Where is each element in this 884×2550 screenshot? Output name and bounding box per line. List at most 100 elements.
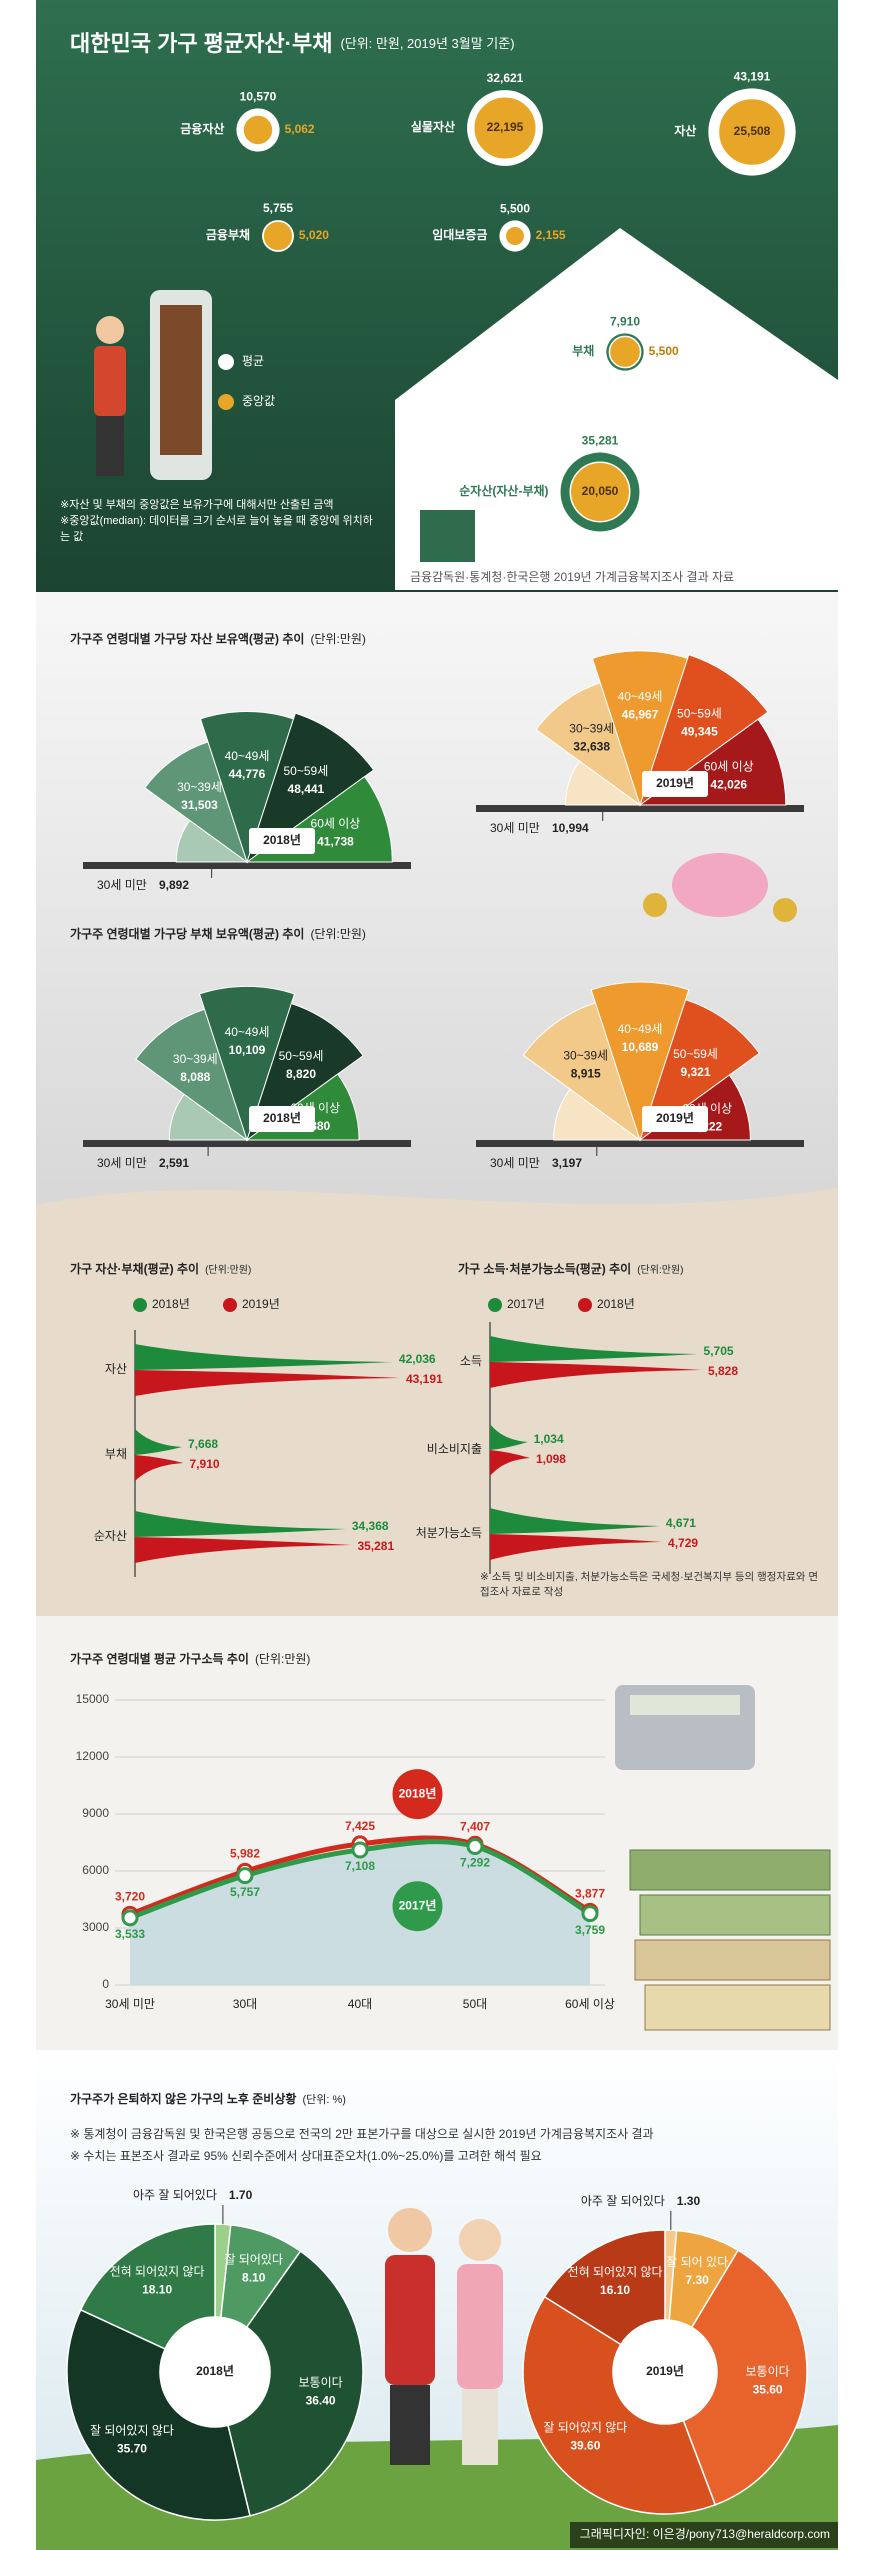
median-circle — [242, 114, 274, 146]
spike — [490, 1450, 530, 1476]
category-label: 30~39세 — [177, 780, 222, 794]
money-illustration — [639, 1894, 831, 1936]
note: ※중앙값(median): 데이터를 크기 순서로 늘어 놓을 때 중앙에 위치… — [60, 514, 373, 543]
note: ※ 수치는 표본조사 결과로 95% 신뢰수준에서 상대표준오차(1.0%~25… — [70, 2149, 542, 2163]
legend-label: 2018년 — [152, 1297, 190, 1311]
x-tick-label: 60세 이상 — [565, 1997, 615, 2011]
value-label: 3,759 — [575, 1923, 605, 1937]
category-label: 30세 미만 — [97, 1156, 147, 1170]
value-label: 32,638 — [573, 740, 610, 754]
spike — [490, 1362, 702, 1388]
value-label: 1.70 — [229, 2188, 253, 2202]
category-label: 50~59세 — [279, 1049, 324, 1063]
median-circle — [608, 335, 642, 369]
rose-wedge — [522, 1002, 641, 1142]
item-label: 자산 — [674, 123, 696, 138]
value-label: 2,591 — [159, 1156, 189, 1170]
note: ※ 통계청이 금융감독원 및 한국은행 공동으로 전국의 2만 표본가구를 대상… — [70, 2126, 654, 2141]
rose-wedge — [135, 1008, 248, 1142]
mean-label: 10,570 — [240, 90, 277, 104]
note: ※ 소득 및 비소비지출, 처분가능소득은 국세청·보건복지부 등의 행정자료와… — [480, 1571, 819, 1599]
year-badge — [642, 771, 708, 797]
category-label: 30~39세 — [569, 722, 614, 736]
person-head — [459, 2219, 501, 2261]
donut-hole — [613, 2320, 717, 2424]
category-label: 잘 되어있지 않다 — [90, 2423, 174, 2437]
legend-label: 중앙값 — [242, 394, 275, 408]
category-label: 40~49세 — [225, 749, 270, 763]
category-label: 잘 되어 있다 — [666, 2255, 728, 2269]
x-tick-label: 30대 — [233, 1997, 257, 2011]
rose-base — [83, 862, 411, 869]
person-body — [457, 2264, 503, 2389]
rose-base — [476, 805, 804, 812]
year-badge — [642, 1106, 708, 1132]
calculator-display — [630, 1695, 740, 1715]
y-tick-label: 0 — [102, 1977, 109, 1991]
legend-label: 2018년 — [597, 1297, 635, 1311]
legend-label: 평균 — [242, 354, 264, 368]
item-label: 부채 — [572, 343, 594, 358]
median-circle — [717, 97, 787, 167]
value-label: 8,915 — [571, 1066, 601, 1080]
y-tick-label: 3000 — [82, 1920, 109, 1934]
x-tick-label: 50대 — [463, 1997, 487, 2011]
legend-swatch — [488, 1298, 502, 1312]
money-illustration — [644, 1984, 831, 2031]
title-text: 대한민국 가구 평균자산·부채 — [70, 31, 332, 56]
value-label: 43,191 — [406, 1372, 443, 1386]
title-text: 가구주 연령대별 가구당 자산 보유액(평균) 추이 — [70, 631, 304, 646]
value-label: 44,776 — [229, 767, 266, 781]
note-box: ※ 소득 및 비소비지출, 처분가능소득은 국세청·보건복지부 등의 행정자료와… — [480, 1571, 819, 1599]
category-label: 부채 — [105, 1447, 127, 1461]
year-label: 2019년 — [656, 776, 694, 790]
money-illustration — [629, 1849, 831, 1891]
point — [581, 1905, 599, 1923]
category-label: 30세 미만 — [490, 821, 540, 835]
value-label: 35.70 — [117, 2441, 147, 2455]
item-label: 금융부채 — [206, 227, 250, 242]
median-circle — [504, 225, 526, 247]
category-label: 50~59세 — [284, 764, 329, 778]
category-label: 전혀 되어있지 않다 — [568, 2265, 663, 2279]
category-label: 40~49세 — [618, 690, 663, 704]
rose-base — [83, 1140, 411, 1147]
value-label: 7,407 — [460, 1819, 490, 1833]
median-label: 25,508 — [734, 124, 771, 138]
note-box: ※자산 및 부채의 중앙값은 보유가구에 대해서만 산출된 금액 ※중앙값(med… — [60, 499, 373, 543]
rose-wedge — [199, 710, 295, 864]
value-label: 8,088 — [180, 1070, 210, 1084]
category-label: 아주 잘 되어있다 — [133, 2188, 217, 2202]
mean-label: 32,621 — [487, 71, 524, 85]
value-label: 1,098 — [536, 1452, 566, 1466]
value-label: 18.10 — [142, 2283, 172, 2297]
point — [121, 1909, 139, 1927]
value-label: 8,820 — [286, 1067, 316, 1081]
rose-wedge — [535, 682, 641, 807]
rose-wedge — [246, 1002, 364, 1142]
legend-swatch — [133, 1298, 147, 1312]
point — [351, 1841, 369, 1859]
category-label: 60세 이상 — [704, 759, 754, 773]
value-label: 48,441 — [288, 782, 325, 796]
point — [466, 1837, 484, 1855]
series-badge — [392, 1881, 443, 1932]
value-label: 7,108 — [345, 1859, 375, 1873]
year-label: 2018년 — [263, 1111, 301, 1125]
category-label: 아주 잘 되어있다 — [581, 2194, 665, 2208]
value-label: 42,026 — [710, 777, 747, 791]
unit-text: (단위: %) — [302, 2093, 345, 2106]
category-label: 처분가능소득 — [416, 1526, 482, 1540]
rose-wedge — [198, 985, 296, 1142]
unit-text: (단위:만원) — [637, 1263, 683, 1276]
median-circle — [472, 95, 538, 161]
section-title: 가구주 연령대별 평균 가구소득 추이 (단위:만원) — [70, 1651, 310, 1666]
spike — [135, 1344, 393, 1370]
median-circle — [262, 220, 294, 252]
title-text: 가구 자산·부채(평균) 추이 — [70, 1261, 199, 1276]
section-title: 가구주 연령대별 가구당 부채 보유액(평균) 추이 (단위:만원) — [70, 926, 366, 941]
unit-text: (단위:만원) — [255, 1652, 311, 1666]
value-label: 1.30 — [677, 2194, 701, 2208]
value-label: 41,738 — [317, 834, 354, 848]
value-label: 9,321 — [680, 1065, 710, 1079]
